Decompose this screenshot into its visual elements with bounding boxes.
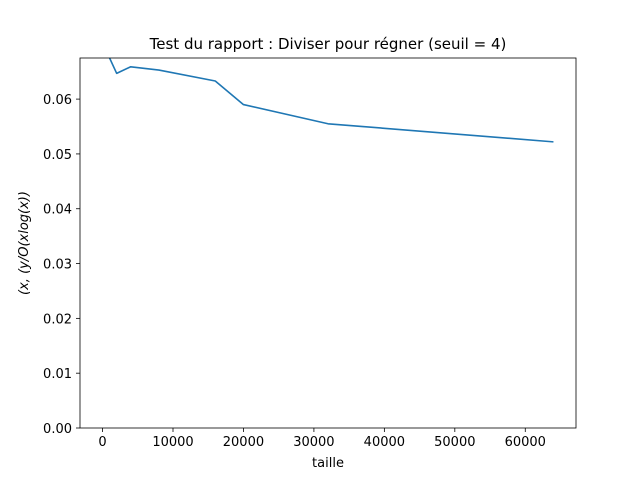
axes-frame xyxy=(79,57,577,429)
x-tick-label: 0 xyxy=(98,435,106,450)
y-axis-title: (x, (y/O(xlog(x)) xyxy=(17,191,32,295)
y-tick-label: 0.06 xyxy=(43,93,72,108)
x-tick-label: 30000 xyxy=(293,435,334,450)
x-tick-label: 50000 xyxy=(434,435,475,450)
x-tick-label: 10000 xyxy=(152,435,193,450)
x-tick-label: 60000 xyxy=(505,435,546,450)
x-tick-label: 40000 xyxy=(364,435,405,450)
y-tick-label: 0.05 xyxy=(43,148,72,163)
y-tick-label: 0.00 xyxy=(43,422,72,437)
y-tick-label: 0.01 xyxy=(43,367,72,382)
chart-title: Test du rapport : Diviser pour régner (s… xyxy=(149,35,507,53)
plot-area: 0 10000 20000 30000 40000 50000 60000 0.00 0.01 0… xyxy=(43,57,577,450)
y-tick-label: 0.04 xyxy=(43,203,72,218)
series-line-0 xyxy=(108,58,554,143)
y-tick-label: 0.03 xyxy=(43,258,72,273)
x-tick-label: 20000 xyxy=(223,435,264,450)
y-tick-label: 0.02 xyxy=(43,312,72,327)
x-axis-title: taille xyxy=(312,456,344,471)
